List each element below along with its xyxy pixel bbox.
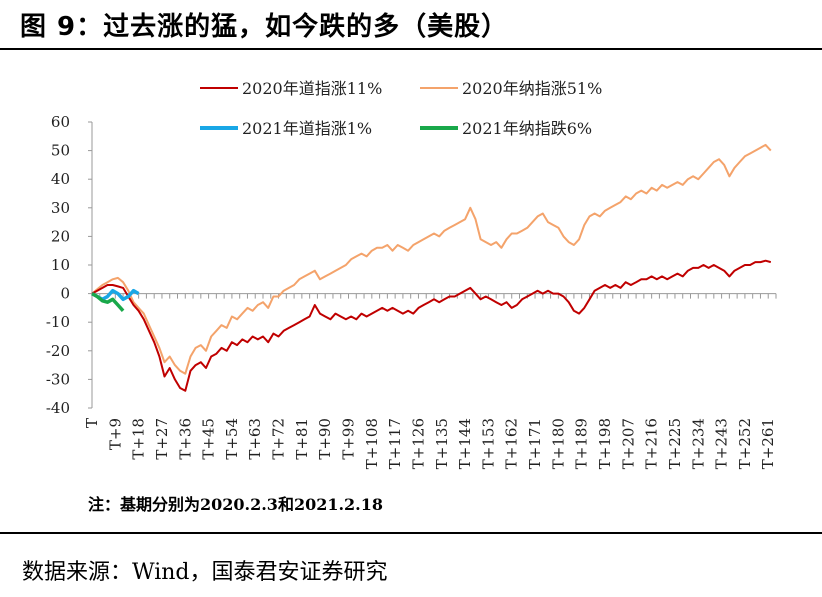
y-tick-label: 50 [51, 142, 70, 160]
x-tick-label: T+144 [456, 418, 474, 469]
y-tick-label: 60 [51, 113, 70, 131]
x-tick-label: T+234 [689, 418, 707, 469]
x-tick-label: T+9 [106, 418, 124, 450]
x-tick-label: T+126 [409, 418, 427, 469]
x-tick-label: T+63 [246, 418, 264, 460]
top-rule [0, 48, 822, 50]
x-tick-label: T+135 [433, 418, 451, 469]
series-lines [91, 143, 772, 392]
legend-label-3: 2021年纳指跌6% [462, 119, 592, 138]
y-tick-label: -30 [46, 370, 70, 388]
legend: 2020年道指涨11% 2020年纳指涨51% 2021年道指涨1% 2021年纳指跌… [200, 79, 602, 138]
series-line-0 [91, 259, 772, 392]
x-tick-label: T+252 [736, 418, 754, 469]
series-line-1 [91, 143, 772, 375]
x-tick-label: T+243 [713, 418, 731, 469]
y-tick-label: 30 [51, 199, 70, 217]
x-tick-label: T+27 [153, 418, 171, 460]
y-tick-label: -10 [46, 313, 70, 331]
x-tick-label: T+261 [759, 418, 777, 469]
x-tick-label: T+72 [270, 418, 288, 460]
x-tick-label: T+90 [316, 418, 334, 460]
y-tick-label: -20 [46, 342, 70, 360]
x-tick-label: T+216 [643, 418, 661, 469]
y-tick-label: 0 [60, 285, 70, 303]
chart-note: 注：基期分别为2020.2.3和2021.2.18 [88, 495, 384, 514]
legend-label-0: 2020年道指涨11% [242, 79, 382, 98]
x-tick-label: T+153 [479, 418, 497, 469]
x-tick-label: T+45 [200, 418, 218, 460]
line-chart: 2020年道指涨11% 2020年纳指涨51% 2021年道指涨1% 2021年纳指跌… [46, 79, 777, 469]
x-tick-label: T+171 [526, 418, 544, 469]
x-tick-label: T+207 [619, 418, 637, 469]
y-tick-label: 40 [51, 170, 70, 188]
x-tick-label: T+162 [503, 418, 521, 469]
legend-label-1: 2020年纳指涨51% [462, 79, 602, 98]
x-tick-label: T+198 [596, 418, 614, 469]
x-tick-label: T+225 [666, 418, 684, 469]
x-tick-label: T+189 [573, 418, 591, 469]
x-tick-label: T+36 [176, 418, 194, 460]
x-tick-label: T+117 [386, 418, 404, 469]
x-tick-label: T+54 [223, 418, 241, 460]
y-tick-label: 20 [51, 227, 70, 245]
series-line-3 [91, 292, 125, 312]
x-tick-label: T+108 [363, 418, 381, 469]
y-tick-label: -40 [46, 399, 70, 417]
x-tick-label: T+99 [340, 418, 358, 460]
y-tick-label: 10 [51, 256, 70, 274]
y-axis: -40 -30 -20 -10 0 10 20 30 40 50 60 [46, 113, 93, 417]
x-axis: T T+9 T+18 T+27 T+36 T+45 T+54 T+63 T+72 T+81 T+90… [83, 293, 777, 469]
data-source: 数据来源：Wind，国泰君安证券研究 [22, 560, 388, 585]
x-tick-label: T+18 [130, 418, 148, 460]
x-tick-label: T [83, 418, 101, 428]
legend-label-2: 2021年道指涨1% [242, 119, 372, 138]
x-tick-label: T+180 [549, 418, 567, 469]
bottom-rule [0, 532, 822, 534]
figure-title: 图 9：过去涨的猛，如今跌的多（美股） [20, 12, 509, 42]
x-tick-label: T+81 [293, 418, 311, 460]
